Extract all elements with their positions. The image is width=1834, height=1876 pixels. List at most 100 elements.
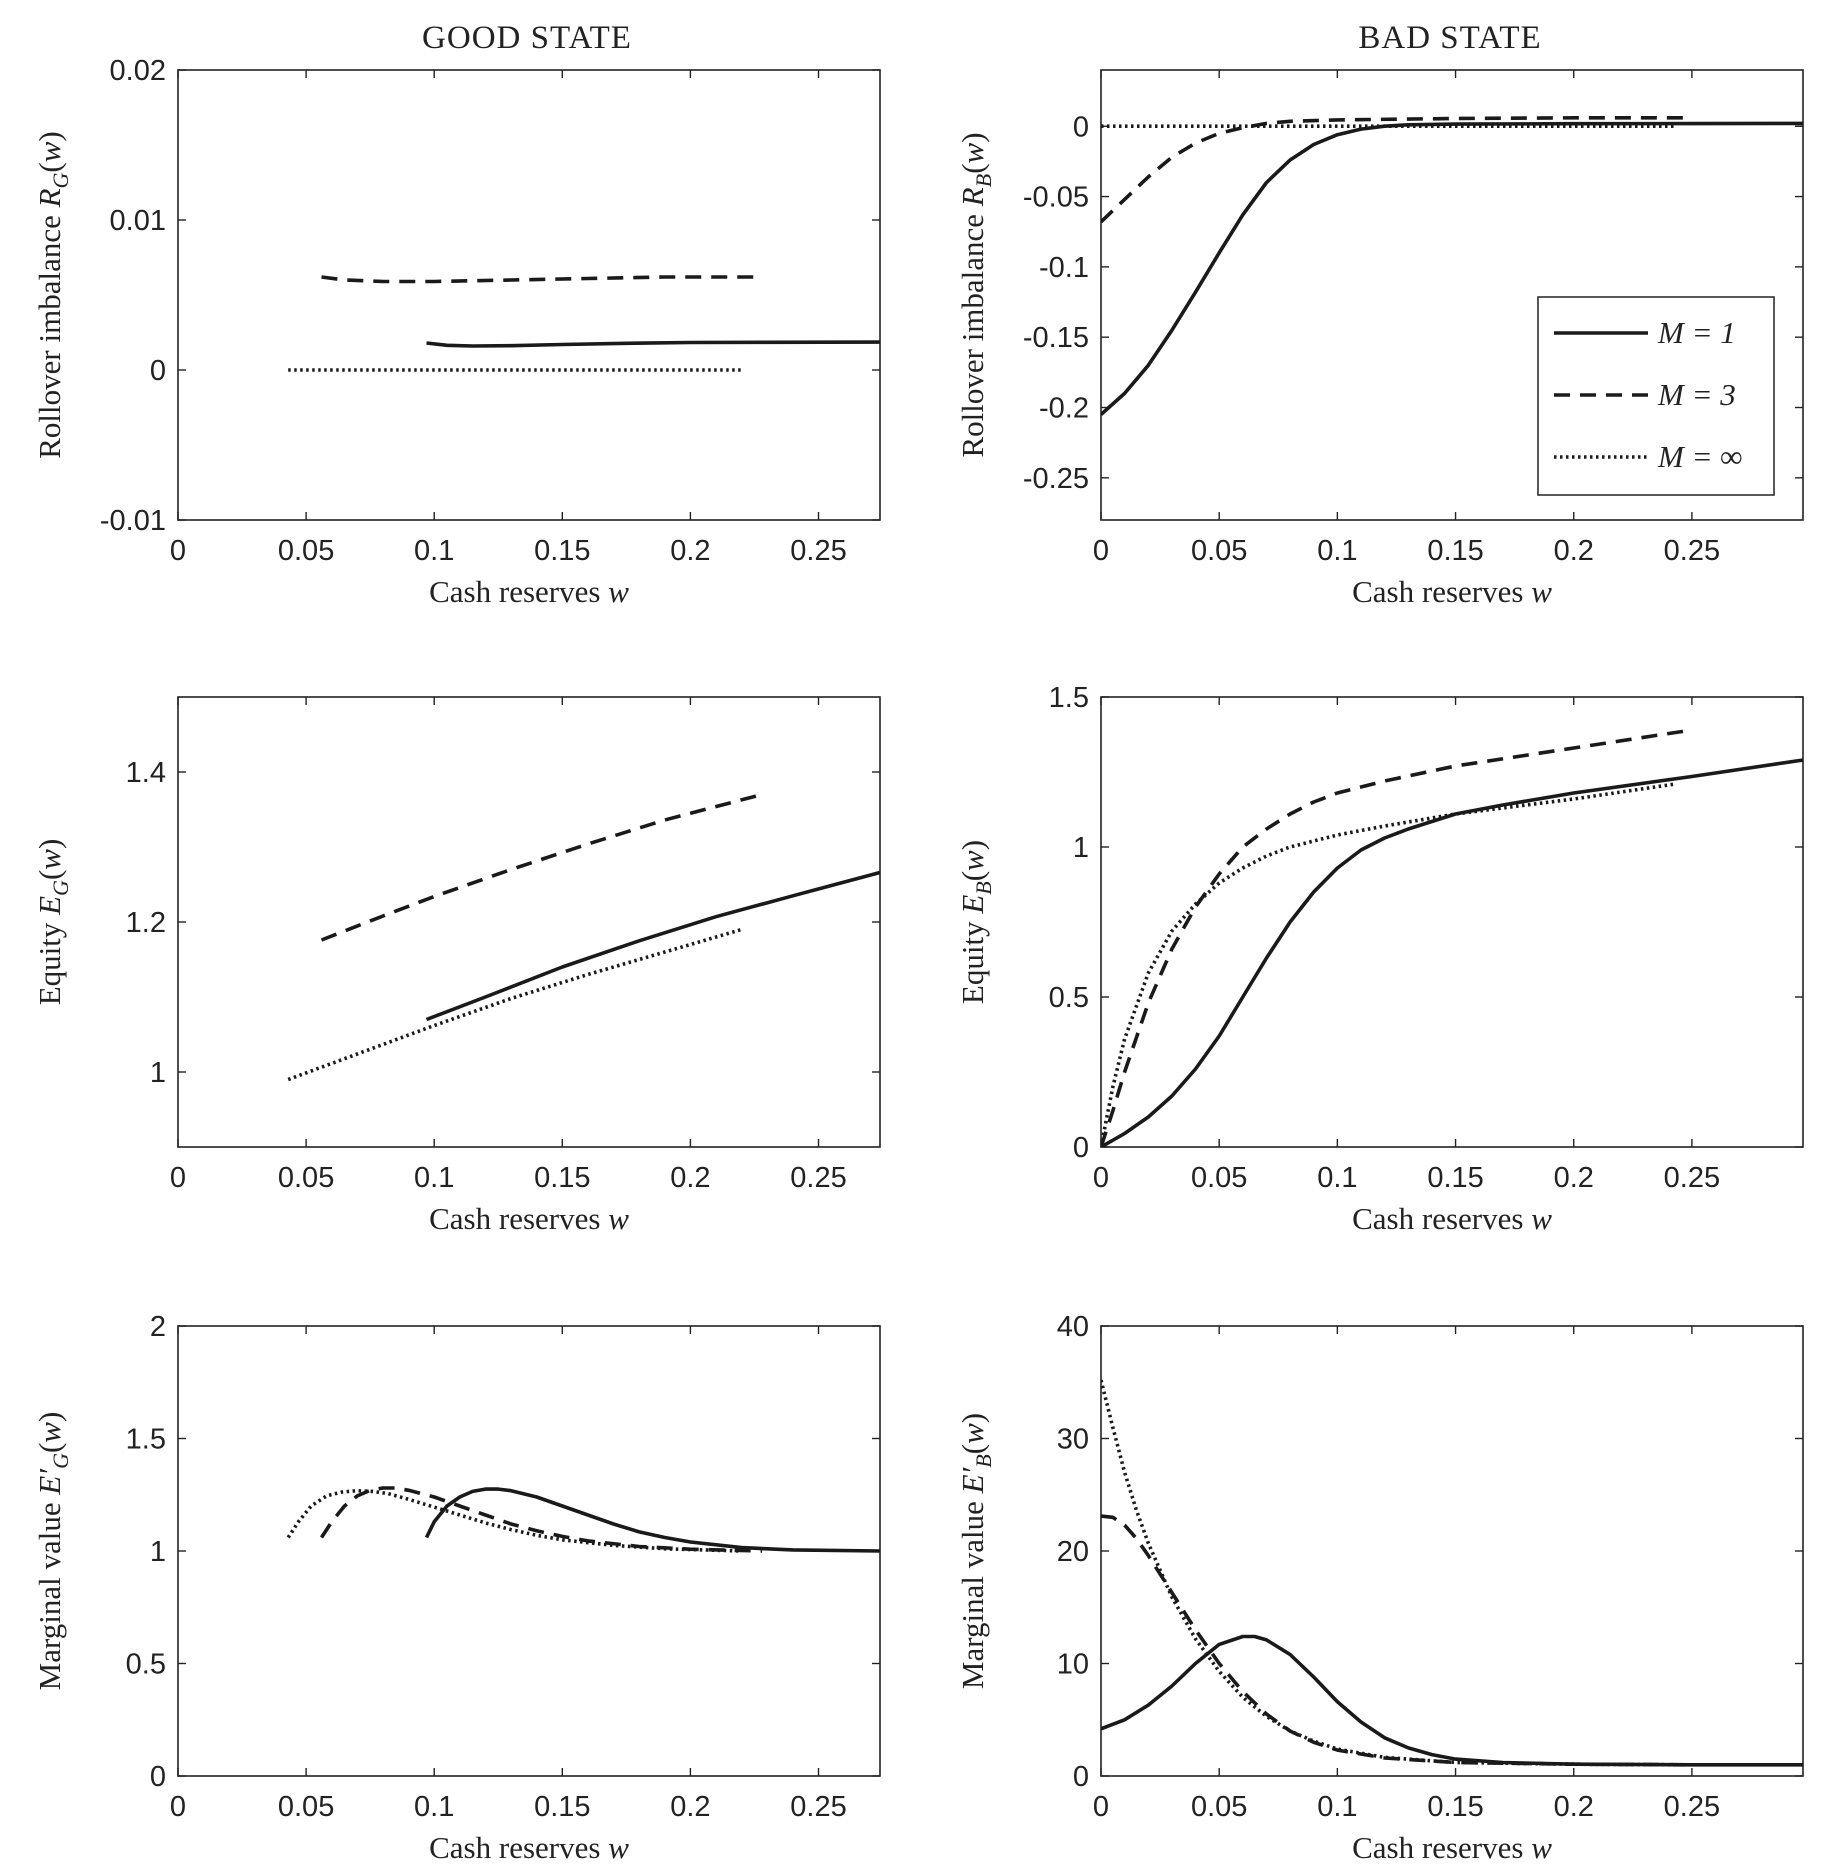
- axes-box: [1100, 69, 1804, 521]
- x-tick-label: 0.1: [1317, 535, 1357, 567]
- x-tick-label: 0.15: [1427, 535, 1483, 567]
- axes-box: [177, 69, 881, 521]
- series-line-dotted: [1101, 782, 1676, 1147]
- legend-label: M = ∞: [1657, 439, 1742, 474]
- x-tick-label: 0: [170, 1162, 186, 1194]
- x-tick-label: 0.1: [414, 1791, 454, 1823]
- y-tick-label: 0: [150, 1761, 166, 1793]
- series-line-dashed: [1101, 1514, 1692, 1767]
- y-tick-label: 1: [1073, 832, 1089, 864]
- axes-box: [177, 696, 881, 1148]
- legend-label: M = 1: [1657, 315, 1736, 350]
- x-tick-label: 0.05: [278, 1791, 334, 1823]
- series-line-dashed: [1101, 728, 1693, 1147]
- y-tick-label: 1: [150, 1536, 166, 1568]
- y-tick-label: 1.5: [126, 1424, 166, 1456]
- series-line-dashed: [321, 275, 763, 284]
- y-axis-label: Equity EB(w): [955, 840, 996, 1004]
- series-line-dashed: [1101, 116, 1692, 224]
- x-tick-label: 0.25: [1664, 1791, 1720, 1823]
- y-tick-label: -0.05: [1023, 182, 1089, 214]
- series-line-solid: [424, 1487, 880, 1553]
- y-tick-label: 0: [1073, 1132, 1089, 1164]
- y-tick-label: -0.2: [1039, 393, 1089, 425]
- legend: M = 1 M = 3 M = ∞: [1537, 296, 1775, 496]
- x-tick-label: 0.25: [790, 1162, 846, 1194]
- x-tick-label: 0.15: [534, 1162, 590, 1194]
- y-tick-label: 0.01: [110, 205, 166, 237]
- panel-equity-good: 0 0.05 0.1 0.15 0.2 0.25 1 1.2 1.4 Cash reserves …: [32, 696, 881, 1236]
- x-tick-label: 0.05: [1191, 1791, 1247, 1823]
- x-tick-label: 0.05: [278, 535, 334, 567]
- panel-equity-bad: 0 0.05 0.1 0.15 0.2 0.25 0 0.5 1 1.5 Cash reserves…: [955, 682, 1804, 1236]
- panel-marginal-bad: 0 0.05 0.1 0.15 0.2 0.25 0 10 20 30 40 Cash reserve…: [955, 1311, 1804, 1865]
- y-tick-label: 0: [1073, 111, 1089, 143]
- column-title-bad-state: BAD STATE: [1358, 20, 1541, 56]
- y-tick-label: 0.5: [1049, 982, 1089, 1014]
- y-tick-label: 1.4: [126, 757, 166, 789]
- y-tick-label: 0: [1073, 1761, 1089, 1793]
- x-tick-label: 0: [170, 535, 186, 567]
- x-axis-label: Cash reserves w: [1352, 1830, 1552, 1865]
- x-tick-label: 0.1: [1317, 1162, 1357, 1194]
- x-tick-label: 0.2: [670, 1162, 710, 1194]
- y-tick-label: 30: [1057, 1424, 1089, 1456]
- x-tick-label: 0.05: [1191, 1162, 1247, 1194]
- series-line-dashed: [320, 792, 763, 942]
- y-axis-label: Rollover imbalance RG(w): [32, 131, 73, 459]
- y-tick-label: -0.01: [100, 505, 166, 537]
- series-line-solid: [1101, 758, 1803, 1147]
- x-tick-label: 0.1: [414, 1162, 454, 1194]
- x-axis-label: Cash reserves w: [1352, 574, 1552, 609]
- y-tick-label: 40: [1057, 1311, 1089, 1343]
- x-tick-label: 0.15: [534, 535, 590, 567]
- x-tick-label: 0.15: [1427, 1791, 1483, 1823]
- y-tick-label: 1.2: [126, 907, 166, 939]
- y-tick-label: -0.1: [1039, 252, 1089, 284]
- legend-label: M = 3: [1657, 377, 1736, 412]
- y-tick-label: 2: [150, 1311, 166, 1343]
- x-tick-label: 0: [1093, 1791, 1109, 1823]
- axes-box: [1100, 696, 1804, 1148]
- x-tick-label: 0.25: [1664, 1162, 1720, 1194]
- x-tick-label: 0.05: [278, 1162, 334, 1194]
- y-tick-label: 20: [1057, 1536, 1089, 1568]
- x-axis-label: Cash reserves w: [429, 574, 629, 609]
- x-tick-label: 0.25: [790, 1791, 846, 1823]
- x-axis-label: Cash reserves w: [1352, 1201, 1552, 1236]
- x-tick-label: 0.2: [670, 1791, 710, 1823]
- series-line-dotted: [286, 1488, 742, 1553]
- y-axis-label: Equity EG(w): [32, 839, 73, 1006]
- y-tick-label: 0: [150, 355, 166, 387]
- y-tick-label: 10: [1057, 1649, 1089, 1681]
- x-tick-label: 0: [170, 1791, 186, 1823]
- x-axis-label: Cash reserves w: [429, 1830, 629, 1865]
- y-tick-label: -0.15: [1023, 322, 1089, 354]
- x-tick-label: 0.15: [534, 1791, 590, 1823]
- y-tick-label: 0.5: [126, 1649, 166, 1681]
- x-tick-label: 0.25: [1664, 535, 1720, 567]
- panel-rollover-bad: 0 0.05 0.1 0.15 0.2 0.25 -0.25 -0.2 -0.15 -0.1 -0.…: [955, 69, 1804, 609]
- y-tick-label: -0.25: [1023, 463, 1089, 495]
- x-tick-label: 0.2: [1554, 1791, 1594, 1823]
- series-line-dotted: [287, 927, 743, 1082]
- series-line-dotted: [1101, 1379, 1676, 1767]
- x-tick-label: 0: [1093, 535, 1109, 567]
- x-tick-label: 0.1: [414, 535, 454, 567]
- x-tick-label: 0.15: [1427, 1162, 1483, 1194]
- axes-box: [1100, 1325, 1804, 1777]
- series-line-solid: [1101, 121, 1803, 416]
- x-tick-label: 0.2: [1554, 1162, 1594, 1194]
- x-tick-label: 0.1: [1317, 1791, 1357, 1823]
- y-tick-label: 0.02: [110, 55, 166, 87]
- legend-box: [1537, 296, 1775, 496]
- series-line-solid: [1101, 1634, 1803, 1767]
- x-tick-label: 0.25: [790, 535, 846, 567]
- x-tick-label: 0.2: [670, 535, 710, 567]
- x-tick-label: 0.05: [1191, 535, 1247, 567]
- x-tick-label: 0.2: [1554, 535, 1594, 567]
- y-tick-label: 1: [150, 1057, 166, 1089]
